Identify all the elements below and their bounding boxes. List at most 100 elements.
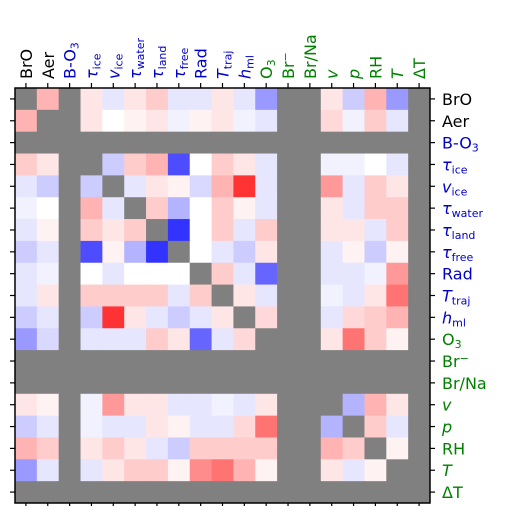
label-subscript: traj [221,51,234,70]
heatmap-cell [298,481,322,504]
label-subscript: land [452,229,476,242]
heatmap-cell [211,371,234,395]
top-tick-label: p [345,69,364,80]
heatmap-cell [102,284,125,307]
heatmap-cell [320,175,344,198]
heatmap-cell [80,415,103,438]
heatmap-cell [189,153,212,176]
heatmap-cell [80,262,103,285]
heatmap-cell [36,437,60,460]
heatmap-cell [364,219,387,242]
heatmap-cell [124,459,147,482]
heatmap-cell [386,197,409,220]
heatmap-cell [211,328,234,351]
heatmap-cell [15,284,38,307]
label-subscript: ice [90,53,103,69]
label-main: ΔT [442,483,463,502]
label-main: O [257,66,276,79]
right-tick-label: τwater [442,199,483,220]
heatmap-cell [298,415,322,438]
heatmap-cell [277,415,300,438]
heatmap-cell [255,262,278,285]
heatmap-cell [298,88,322,111]
heatmap-cell [80,350,103,373]
heatmap-cell [80,393,103,417]
heatmap-cell [80,88,103,111]
heatmap-cell [36,88,60,111]
heatmap-cell [298,284,322,307]
label-main: τ [82,69,101,79]
heatmap-cell [342,219,365,242]
heatmap-cell [15,328,38,351]
heatmap-cell [211,153,234,176]
heatmap-cell [255,371,278,395]
label-main: τ [148,69,167,79]
heatmap-cell [386,284,409,307]
heatmap-cell [167,437,191,460]
heatmap-cell [36,175,60,198]
heatmap-cell [320,437,344,460]
heatmap-cell [146,371,169,395]
heatmap-cell [255,175,278,198]
heatmap-cell [408,240,431,264]
heatmap-cell [124,306,147,329]
heatmap-cell [189,197,212,220]
label-main: τ [442,199,452,218]
heatmap-cell [320,109,344,133]
heatmap-cell [277,109,300,133]
heatmap-cell [189,481,212,504]
heatmap-cell [36,459,60,482]
heatmap-cell [277,350,300,373]
heatmap-cell [124,219,147,242]
heatmap-cell [102,371,125,395]
heatmap-cell [408,306,431,329]
heatmap-cell [386,371,409,395]
heatmap-cell [277,459,300,482]
heatmap-cell [124,175,147,198]
heatmap-cell [386,459,409,482]
label-subscript: water [134,38,147,70]
heatmap-cell [15,415,38,438]
heatmap-cell [386,131,409,154]
heatmap-cell [189,393,212,417]
heatmap-cell [342,393,365,417]
heatmap-cell [102,88,125,111]
heatmap-cell [146,240,169,264]
heatmap-cell [255,219,278,242]
heatmap-cell [36,393,60,417]
heatmap-cell [58,284,81,307]
heatmap-cell [124,415,147,438]
heatmap-cell [15,219,38,242]
heatmap-cell [124,153,147,176]
heatmap-cell [167,393,191,417]
heatmap-cell [189,328,212,351]
heatmap-cell [36,350,60,373]
heatmap-cell [189,109,212,133]
top-tick-label: v [323,69,342,79]
heatmap-cell [102,328,125,351]
top-tick-label: O3 [257,59,278,79]
heatmap-cell [167,415,191,438]
heatmap-cell [342,328,365,351]
heatmap-cell [320,197,344,220]
heatmap-cell [255,88,278,111]
heatmap-cell [320,459,344,482]
heatmap-cell [15,131,38,154]
heatmap-cell [298,153,322,176]
heatmap-cell [15,88,38,111]
top-tick-label: T [388,68,407,79]
top-tick-label: τland [148,46,169,79]
heatmap-cell [233,481,256,504]
heatmap-cell [277,393,300,417]
heatmap-cell [189,371,212,395]
heatmap-cell [189,219,212,242]
heatmap-cell [211,459,234,482]
heatmap-cell [58,240,81,264]
heatmap-cell [364,240,387,264]
heatmap-cell [277,153,300,176]
heatmap-cell [364,262,387,285]
heatmap-cell [298,240,322,264]
heatmap-cell [124,284,147,307]
heatmap-cell [298,371,322,395]
